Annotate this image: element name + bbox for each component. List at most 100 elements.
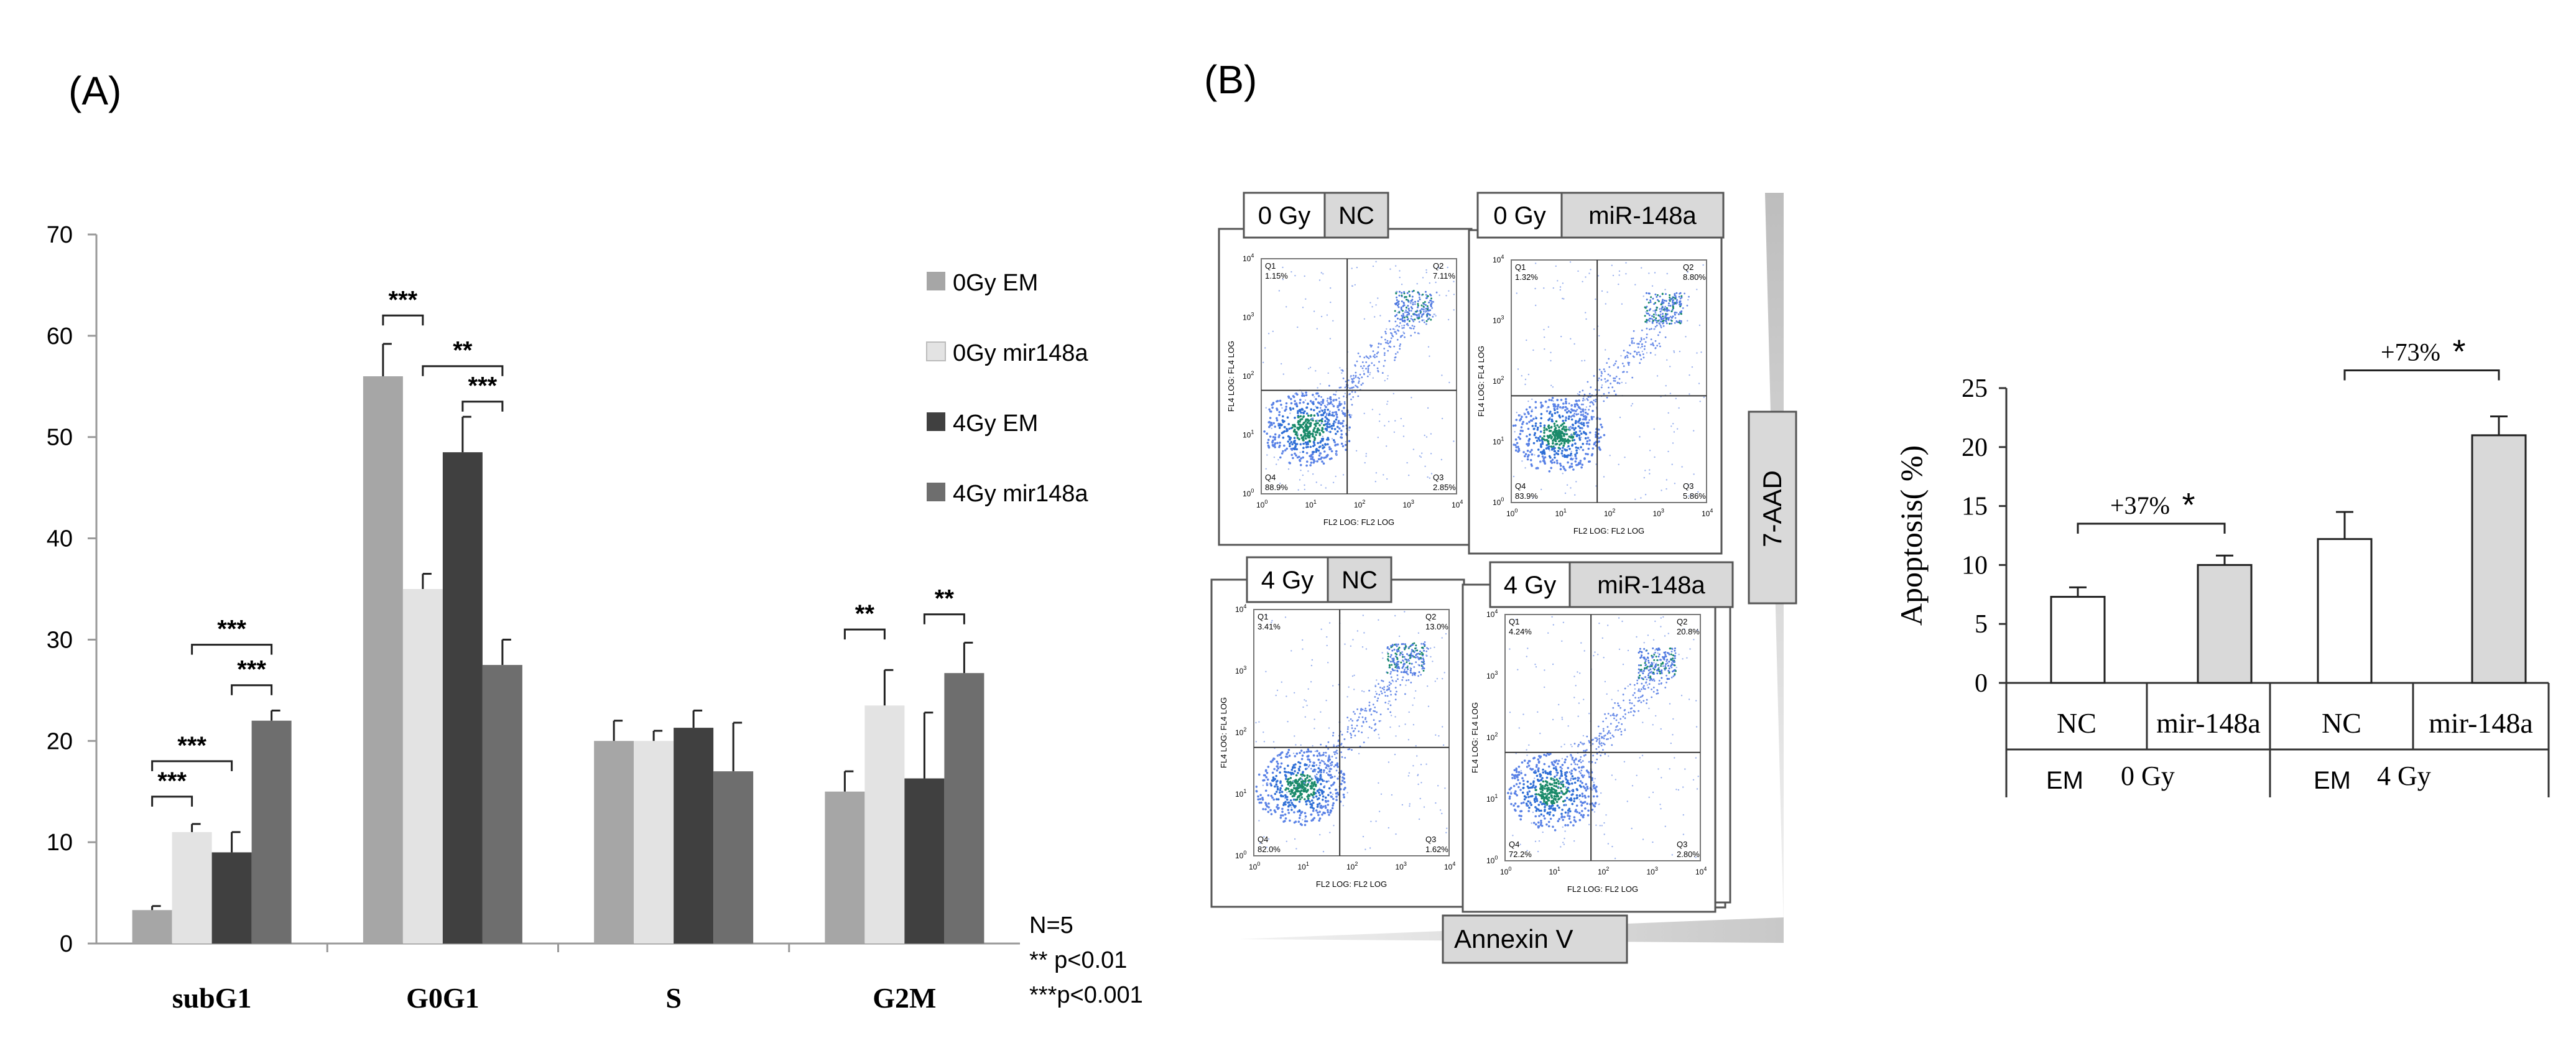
event-dot bbox=[1672, 718, 1674, 720]
event-dot bbox=[1643, 476, 1645, 479]
event-dot bbox=[1654, 312, 1657, 314]
event-dot bbox=[1290, 802, 1293, 804]
event-dot bbox=[1556, 804, 1559, 807]
event-dot bbox=[1420, 661, 1423, 663]
event-dot bbox=[1285, 408, 1287, 410]
event-dot bbox=[1544, 770, 1547, 772]
event-dot bbox=[1639, 347, 1642, 349]
event-dot bbox=[1582, 422, 1583, 424]
event-dot bbox=[1405, 684, 1407, 686]
event-dot bbox=[1299, 399, 1302, 401]
event-dot bbox=[1271, 424, 1273, 426]
event-dot bbox=[1511, 777, 1514, 779]
event-dot bbox=[1284, 797, 1286, 800]
event-dot bbox=[1305, 820, 1309, 823]
event-dot bbox=[1357, 352, 1360, 355]
event-dot bbox=[1338, 427, 1341, 430]
event-dot bbox=[1654, 272, 1656, 274]
event-dot bbox=[1330, 301, 1332, 304]
significance-label: *** bbox=[468, 373, 498, 400]
event-dot bbox=[1547, 326, 1550, 328]
event-dot bbox=[1306, 460, 1309, 463]
event-dot bbox=[1402, 435, 1405, 437]
event-dot bbox=[1587, 381, 1589, 383]
event-dot bbox=[1402, 676, 1404, 679]
event-dot bbox=[1340, 442, 1343, 445]
event-dot bbox=[1526, 804, 1528, 807]
event-dot bbox=[1341, 733, 1343, 736]
event-dot bbox=[1328, 754, 1330, 757]
event-dot bbox=[1537, 770, 1540, 772]
event-dot bbox=[1310, 787, 1312, 790]
event-dot bbox=[1542, 780, 1545, 783]
event-dot bbox=[1422, 305, 1425, 308]
event-dot bbox=[1386, 342, 1388, 344]
event-dot bbox=[1347, 726, 1349, 728]
event-dot bbox=[1333, 411, 1336, 414]
event-dot bbox=[1556, 461, 1559, 465]
event-dot bbox=[1341, 372, 1343, 374]
event-dot bbox=[1405, 296, 1407, 298]
event-dot bbox=[1270, 422, 1272, 424]
tick-base: 10 bbox=[1493, 317, 1501, 325]
event-dot bbox=[1332, 735, 1334, 737]
event-dot bbox=[1652, 724, 1654, 726]
event-dot bbox=[1318, 794, 1322, 797]
event-dot bbox=[1259, 842, 1261, 845]
event-dot bbox=[1561, 758, 1564, 759]
event-dot bbox=[1570, 769, 1573, 772]
event-dot bbox=[1261, 798, 1264, 801]
event-dot bbox=[1583, 800, 1587, 804]
event-dot bbox=[1287, 812, 1290, 814]
event-dot bbox=[1553, 461, 1556, 464]
event-dot bbox=[1423, 662, 1425, 665]
event-dot bbox=[1591, 789, 1593, 791]
event-dot bbox=[1411, 649, 1413, 651]
event-dot bbox=[1600, 742, 1603, 744]
event-dot bbox=[1292, 772, 1295, 775]
event-dot bbox=[1405, 309, 1407, 312]
event-dot bbox=[1373, 355, 1375, 358]
event-dot bbox=[1666, 681, 1667, 684]
event-dot bbox=[1299, 410, 1301, 412]
event-dot bbox=[1348, 379, 1350, 381]
event-dot bbox=[1340, 422, 1342, 425]
event-dot bbox=[1371, 362, 1373, 364]
event-dot bbox=[1328, 414, 1330, 417]
panel-b-label: (B) bbox=[1204, 57, 1257, 102]
event-dot bbox=[1401, 804, 1404, 806]
event-dot bbox=[1384, 702, 1387, 703]
event-dot bbox=[1272, 445, 1275, 447]
event-dot bbox=[1419, 298, 1421, 300]
event-dot bbox=[1327, 741, 1330, 743]
event-dot bbox=[1443, 672, 1445, 674]
event-dot bbox=[1263, 361, 1264, 363]
event-dot bbox=[1571, 746, 1573, 748]
event-dot bbox=[1652, 297, 1654, 300]
event-dot bbox=[1578, 794, 1581, 797]
event-dot bbox=[1565, 402, 1567, 405]
event-dot bbox=[1609, 374, 1611, 377]
event-dot bbox=[1654, 354, 1656, 356]
event-dot bbox=[1390, 682, 1392, 685]
event-dot bbox=[1648, 314, 1651, 317]
event-dot bbox=[1599, 448, 1601, 451]
tick-base: 10 bbox=[1486, 733, 1495, 742]
event-dot bbox=[1591, 809, 1594, 811]
event-dot bbox=[1396, 667, 1398, 669]
event-dot bbox=[1330, 450, 1333, 453]
event-dot bbox=[1638, 690, 1639, 692]
event-dot bbox=[1653, 669, 1656, 670]
event-dot bbox=[1564, 419, 1567, 422]
event-dot bbox=[1601, 825, 1603, 827]
event-dot bbox=[1307, 797, 1310, 800]
event-dot bbox=[1667, 318, 1670, 320]
event-dot bbox=[1561, 716, 1563, 718]
event-dot bbox=[1326, 412, 1328, 415]
category-label: G0G1 bbox=[406, 982, 480, 1014]
event-dot bbox=[1554, 450, 1557, 453]
event-dot bbox=[1300, 443, 1303, 445]
event-dot bbox=[1643, 647, 1646, 650]
event-dot bbox=[1327, 419, 1330, 421]
event-dot bbox=[1646, 656, 1649, 659]
